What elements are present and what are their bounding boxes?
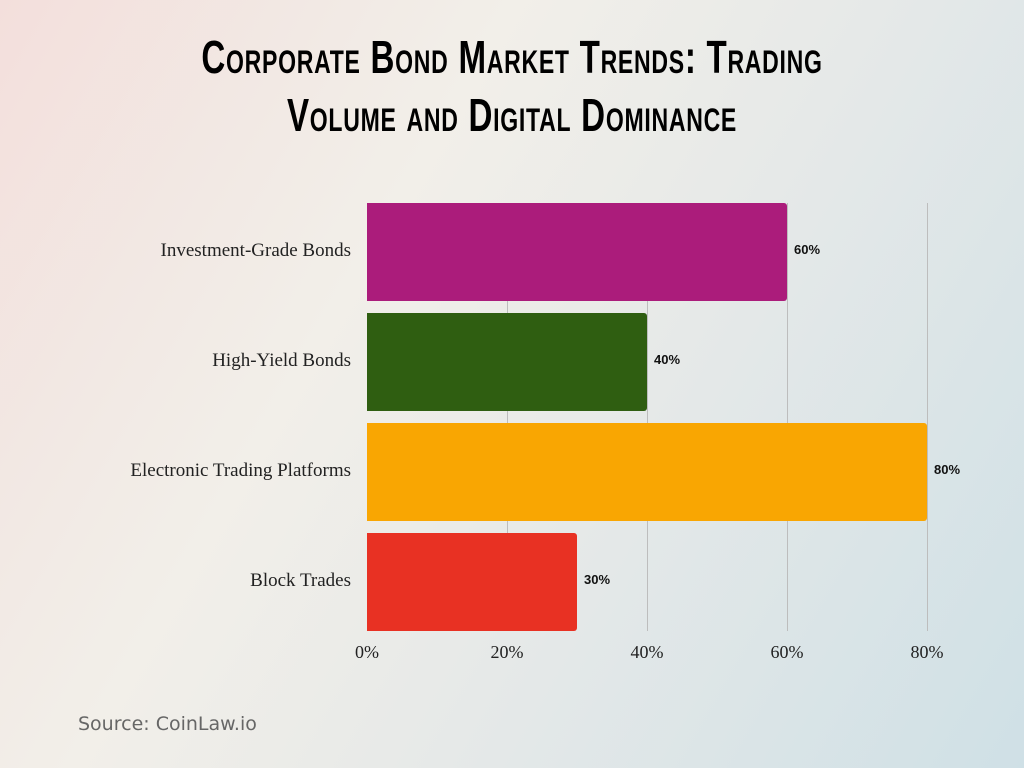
bar-investment-grade-bonds	[367, 203, 787, 301]
category-label: Block Trades	[250, 570, 351, 591]
x-tick-label: 80%	[910, 642, 944, 662]
value-label: 80%	[934, 462, 961, 477]
x-tick-label: 0%	[355, 642, 379, 662]
chart-title: Corporate Bond Market Trends: Trading Vo…	[0, 28, 1024, 144]
gridline	[647, 203, 648, 631]
category-label: Electronic Trading Platforms	[130, 460, 351, 481]
gridline	[787, 203, 788, 631]
category-label: High-Yield Bonds	[212, 350, 351, 371]
gridline	[507, 203, 508, 631]
title-line-2: Volume and Digital Dominance	[286, 89, 738, 141]
bar-high-yield-bonds	[367, 313, 647, 411]
category-label: Investment-Grade Bonds	[160, 240, 351, 261]
source-note: Source: CoinLaw.io	[78, 713, 257, 735]
x-tick-label: 60%	[770, 642, 804, 662]
gridline	[927, 203, 928, 631]
value-label: 40%	[654, 352, 681, 367]
bar-block-trades	[367, 533, 577, 631]
bar-electronic-trading-platforms	[367, 423, 927, 521]
x-tick-label: 40%	[630, 642, 664, 662]
value-label: 30%	[584, 572, 611, 587]
value-label: 60%	[794, 242, 821, 257]
title-line-1: Corporate Bond Market Trends: Trading	[201, 31, 823, 83]
x-tick-label: 20%	[490, 642, 524, 662]
